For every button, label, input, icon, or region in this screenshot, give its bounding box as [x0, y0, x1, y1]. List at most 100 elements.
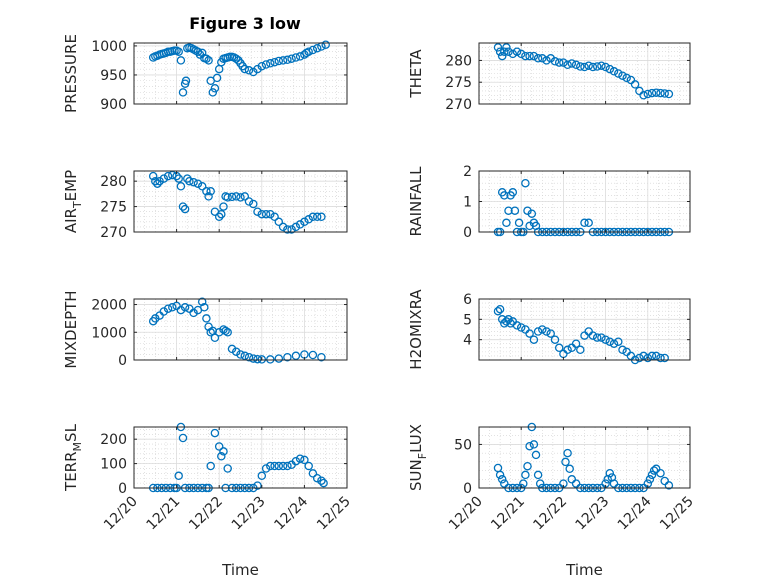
x-axis-label: Time	[565, 561, 603, 579]
x-tick-label: 12/23	[229, 494, 269, 534]
data-point	[502, 317, 511, 326]
data-point	[204, 192, 213, 201]
data-point	[502, 218, 511, 228]
data-point	[508, 188, 518, 197]
data-point	[274, 217, 284, 227]
data-point	[300, 455, 309, 465]
data-point	[227, 192, 237, 202]
data-point	[180, 303, 190, 312]
data-point	[214, 442, 224, 451]
data-point	[176, 56, 186, 65]
data-point	[223, 193, 232, 202]
data-point	[576, 62, 585, 71]
panel-air-temp: 270 275 280 AIRTEMP	[62, 170, 348, 241]
y-axis-label: SUNFLUX	[407, 424, 429, 491]
data-point	[519, 479, 528, 488]
y-tick-label: 270	[100, 225, 127, 241]
data-point	[312, 212, 322, 222]
data-point	[183, 174, 192, 183]
data-point	[597, 333, 606, 342]
data-point	[270, 212, 279, 222]
data-point	[295, 220, 305, 229]
data-point	[266, 59, 275, 68]
data-point	[172, 301, 181, 311]
data-point	[500, 479, 509, 488]
data-point	[283, 225, 292, 234]
data-point	[189, 308, 198, 318]
data-point	[270, 57, 279, 67]
data-point	[516, 323, 526, 332]
data-point	[601, 335, 610, 344]
y-tick-label: 2	[463, 164, 472, 180]
data-point	[584, 218, 593, 228]
data-point	[287, 54, 296, 63]
data-point	[274, 354, 284, 363]
data-point	[283, 55, 292, 65]
y-axis-label: RAINFALL	[407, 166, 425, 237]
x-tick-label: 12/25	[657, 494, 697, 534]
axes-box	[133, 42, 348, 105]
data-point	[304, 461, 313, 471]
data-point	[291, 53, 301, 62]
data-point	[197, 182, 207, 191]
data-point	[304, 47, 313, 56]
data-point	[550, 57, 560, 66]
y-tick-label: 6	[463, 292, 472, 308]
data-point	[278, 56, 288, 65]
data-point	[176, 305, 186, 315]
data-point	[317, 212, 326, 222]
y-tick-label: 275	[100, 200, 127, 216]
data-point	[660, 89, 669, 98]
data-point	[529, 440, 539, 449]
data-point	[512, 47, 522, 56]
data-point	[223, 464, 232, 473]
data-point	[521, 470, 530, 480]
data-point	[212, 73, 222, 83]
data-point	[542, 56, 551, 65]
data-point	[217, 452, 226, 461]
data-point	[219, 447, 228, 456]
x-tick-label: 12/24	[615, 493, 655, 533]
data-point	[504, 47, 513, 56]
x-tick-label: 12/21	[144, 494, 184, 534]
data-point	[500, 47, 509, 56]
data-point	[521, 178, 530, 188]
data-point	[240, 192, 250, 201]
y-axis-label: MIXDEPTH	[62, 290, 80, 368]
data-point	[601, 62, 610, 72]
data-point	[193, 179, 203, 188]
data-point	[651, 464, 661, 474]
data-point	[249, 354, 258, 363]
data-point	[525, 329, 534, 338]
y-tick-label: 900	[100, 97, 127, 113]
data-point	[321, 40, 330, 49]
data-point	[151, 314, 160, 323]
data-point	[202, 314, 211, 323]
data-point	[533, 54, 543, 63]
data-point	[531, 450, 541, 460]
data-point	[493, 306, 503, 316]
data-point	[261, 464, 271, 473]
data-point	[221, 326, 230, 336]
data-point	[257, 471, 267, 481]
y-tick-label: 2000	[91, 298, 127, 314]
data-point	[618, 345, 627, 355]
data-point	[261, 60, 271, 69]
data-point	[647, 88, 657, 98]
data-point	[567, 475, 577, 484]
data-point	[178, 88, 188, 97]
data-point	[189, 177, 198, 187]
data-point	[180, 204, 190, 214]
data-point	[651, 88, 661, 97]
data-point	[266, 461, 275, 471]
data-point	[639, 91, 648, 100]
data-point	[178, 433, 188, 443]
data-point	[618, 71, 627, 80]
data-point	[168, 303, 177, 312]
data-point	[565, 464, 574, 474]
data-point	[308, 212, 318, 222]
data-point	[236, 350, 245, 359]
data-point	[174, 174, 183, 183]
data-point	[533, 470, 543, 480]
data-point	[210, 333, 220, 343]
